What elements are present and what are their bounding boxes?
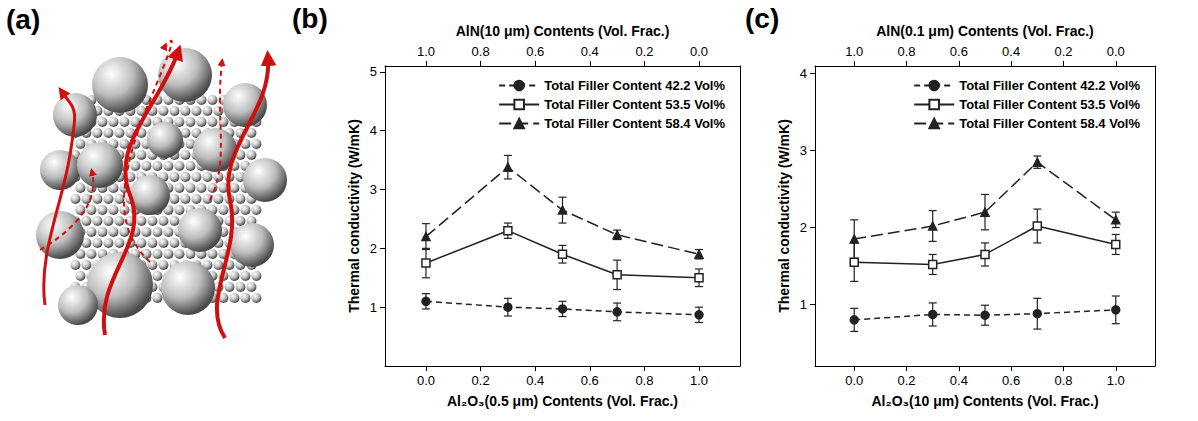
svg-text:0.4: 0.4 bbox=[581, 44, 599, 59]
svg-text:0.6: 0.6 bbox=[581, 373, 599, 388]
svg-text:0.4: 0.4 bbox=[1002, 44, 1020, 59]
svg-text:Total Filler Content 53.5 Vol%: Total Filler Content 53.5 Vol% bbox=[544, 97, 725, 112]
svg-text:0.2: 0.2 bbox=[635, 44, 653, 59]
svg-text:Total Filler Content 42.2 Vol%: Total Filler Content 42.2 Vol% bbox=[544, 78, 725, 93]
svg-text:Al₂O₃(0.5 μm) Contents (Vol. F: Al₂O₃(0.5 μm) Contents (Vol. Frac.) bbox=[447, 393, 678, 409]
svg-text:3: 3 bbox=[800, 143, 807, 158]
svg-text:Thermal conductivity (W/mK): Thermal conductivity (W/mK) bbox=[346, 119, 362, 313]
svg-text:0.0: 0.0 bbox=[417, 373, 435, 388]
svg-text:1.0: 1.0 bbox=[845, 44, 863, 59]
svg-text:0.4: 0.4 bbox=[950, 373, 968, 388]
svg-text:0.6: 0.6 bbox=[1002, 373, 1020, 388]
svg-text:Thermal conductivity (W/mK): Thermal conductivity (W/mK) bbox=[776, 119, 792, 313]
svg-text:Total Filler Content 42.2 Vol%: Total Filler Content 42.2 Vol% bbox=[959, 78, 1140, 93]
svg-text:Al₂O₃(10 μm) Contents (Vol. Fr: Al₂O₃(10 μm) Contents (Vol. Frac.) bbox=[871, 393, 1098, 409]
svg-text:2: 2 bbox=[800, 220, 807, 235]
svg-text:0.0: 0.0 bbox=[690, 44, 708, 59]
svg-text:Total Filler Content 58.4 Vol%: Total Filler Content 58.4 Vol% bbox=[544, 116, 725, 131]
svg-text:0.2: 0.2 bbox=[1054, 44, 1072, 59]
svg-text:0.8: 0.8 bbox=[897, 44, 915, 59]
svg-text:0.0: 0.0 bbox=[1107, 44, 1125, 59]
svg-text:4: 4 bbox=[370, 123, 377, 138]
svg-text:0.4: 0.4 bbox=[526, 373, 544, 388]
svg-text:(c): (c) bbox=[745, 3, 779, 34]
svg-text:0.8: 0.8 bbox=[635, 373, 653, 388]
svg-text:0.6: 0.6 bbox=[950, 44, 968, 59]
svg-text:0.6: 0.6 bbox=[526, 44, 544, 59]
svg-text:1.0: 1.0 bbox=[1107, 373, 1125, 388]
svg-text:1: 1 bbox=[800, 297, 807, 312]
svg-text:0.0: 0.0 bbox=[845, 373, 863, 388]
svg-text:2: 2 bbox=[370, 241, 377, 256]
html-text:(a): (a) bbox=[6, 4, 41, 35]
svg-text:1: 1 bbox=[370, 300, 377, 315]
svg-text:0.8: 0.8 bbox=[1054, 373, 1072, 388]
svg-text:Total Filler Content 58.4 Vol%: Total Filler Content 58.4 Vol% bbox=[959, 116, 1140, 131]
svg-text:0.2: 0.2 bbox=[472, 373, 490, 388]
svg-text:4: 4 bbox=[800, 66, 807, 81]
svg-text:3: 3 bbox=[370, 182, 377, 197]
svg-text:5: 5 bbox=[370, 64, 377, 79]
svg-text:1.0: 1.0 bbox=[417, 44, 435, 59]
svg-text:Total Filler Content 53.5 Vol%: Total Filler Content 53.5 Vol% bbox=[959, 97, 1140, 112]
svg-text:AlN(0.1 μm) Contents (Vol. Fra: AlN(0.1 μm) Contents (Vol. Frac.) bbox=[876, 23, 1094, 39]
svg-text:0.8: 0.8 bbox=[472, 44, 490, 59]
svg-text:0.2: 0.2 bbox=[897, 373, 915, 388]
svg-text:1.0: 1.0 bbox=[690, 373, 708, 388]
svg-text:AlN(10 μm) Contents (Vol. Frac: AlN(10 μm) Contents (Vol. Frac.) bbox=[456, 23, 670, 39]
svg-text:(b): (b) bbox=[292, 3, 328, 34]
